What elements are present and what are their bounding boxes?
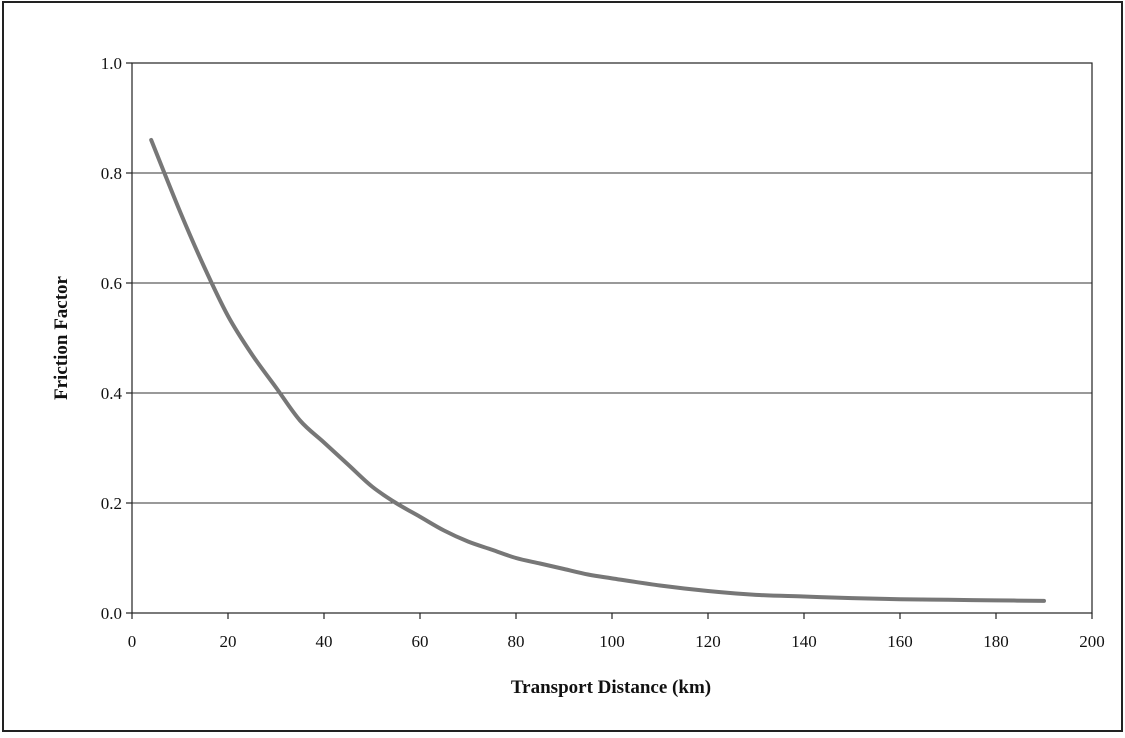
data-point	[226, 314, 230, 318]
y-tick-label: 1.0	[101, 54, 122, 73]
data-point	[250, 352, 254, 357]
data-point	[202, 264, 206, 269]
data-point	[658, 583, 662, 588]
data-point	[418, 515, 422, 519]
x-axis-title: Transport Distance (km)	[511, 677, 711, 698]
x-tick-label: 100	[599, 632, 625, 651]
data-point	[898, 597, 902, 601]
data-point	[802, 594, 806, 599]
data-point	[562, 567, 566, 571]
data-point	[994, 598, 998, 602]
data-point	[346, 462, 350, 467]
data-point	[298, 418, 302, 423]
data-point	[1042, 599, 1046, 603]
data-point	[466, 539, 470, 544]
data-point	[538, 561, 542, 566]
y-tick-label: 0.8	[101, 164, 122, 183]
data-point	[514, 556, 518, 560]
y-tick-label: 0.2	[101, 494, 122, 513]
x-tick-label: 40	[316, 632, 333, 651]
x-tick-label: 160	[887, 632, 913, 651]
tick-layer: 0.0 0.2 0.4 0.6 0.8 1.0 0 20 40 60 80 100 120 140 160 1…	[101, 54, 1105, 651]
data-point	[274, 385, 278, 390]
y-tick-label: 0.0	[101, 604, 122, 623]
y-tick-label: 0.4	[101, 384, 123, 403]
series-layer	[149, 138, 1046, 603]
data-point	[850, 596, 854, 600]
data-point	[370, 484, 374, 489]
y-axis-title: Friction Factor	[51, 275, 72, 400]
x-tick-label: 140	[791, 632, 817, 651]
data-point	[178, 209, 182, 214]
grid-layer	[132, 172, 1092, 504]
data-point	[586, 572, 590, 577]
data-point	[149, 138, 153, 142]
data-point	[706, 589, 710, 593]
x-tick-label: 20	[220, 632, 237, 651]
x-tick-label: 60	[412, 632, 429, 651]
data-point	[946, 598, 950, 602]
data-point	[490, 548, 494, 552]
x-tick-label: 200	[1079, 632, 1105, 651]
x-tick-label: 180	[983, 632, 1009, 651]
data-point	[322, 440, 326, 445]
x-tick-label: 0	[128, 632, 137, 651]
data-point	[610, 576, 614, 580]
y-tick-label: 0.6	[101, 274, 122, 293]
data-point	[754, 593, 758, 597]
x-tick-label: 120	[695, 632, 721, 651]
x-tick-label: 80	[508, 632, 525, 651]
data-point	[442, 528, 446, 533]
data-point	[394, 501, 398, 505]
